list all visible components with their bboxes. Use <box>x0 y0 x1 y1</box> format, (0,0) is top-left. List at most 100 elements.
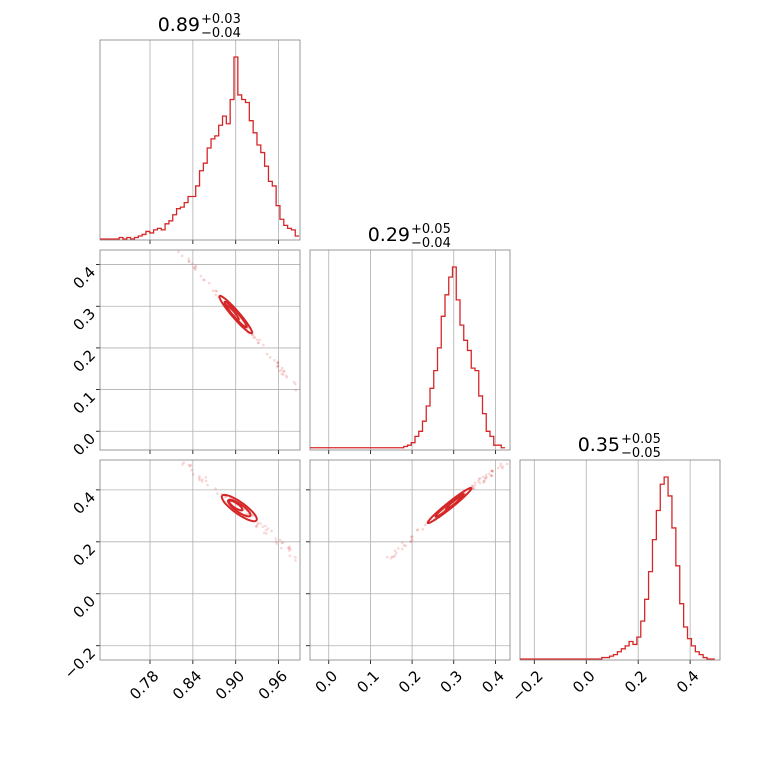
x-tick-label: 0.4 <box>478 667 508 697</box>
sample-point <box>471 486 475 490</box>
pair-panel-1-2: 0.0 0.1 0.2 0.3 0.4 <box>306 459 511 697</box>
sample-point <box>289 547 292 551</box>
sample-point <box>294 559 297 562</box>
sample-point <box>280 541 284 545</box>
sample-point <box>487 472 491 475</box>
x-tick-label: 0.1 <box>353 667 383 697</box>
sample-point <box>259 522 262 525</box>
sample-point <box>211 289 215 293</box>
sample-point <box>255 525 258 529</box>
sample-point <box>214 293 218 297</box>
sample-point <box>385 555 389 559</box>
title-param-0: 0.89 <box>158 14 200 36</box>
sample-point <box>268 356 272 359</box>
sample-point <box>253 336 257 339</box>
sample-point <box>389 556 393 560</box>
sample-point <box>182 461 186 464</box>
sample-point <box>273 358 276 362</box>
title-param-2: 0.35 <box>578 434 620 456</box>
sample-point <box>202 278 205 281</box>
sample-point <box>278 538 282 542</box>
sample-point <box>472 487 476 490</box>
sample-point <box>276 361 280 364</box>
contour-level-1 <box>426 486 473 524</box>
sample-point <box>285 376 289 379</box>
sample-point <box>280 372 284 376</box>
x-tick-label: −0.2 <box>508 667 546 705</box>
sample-point <box>478 476 482 480</box>
sample-point <box>478 481 482 485</box>
contour-level-2 <box>223 300 248 329</box>
x-tick-label: 0.2 <box>395 667 425 697</box>
sample-point <box>400 547 404 551</box>
sample-point <box>255 524 258 528</box>
sample-point <box>255 338 259 342</box>
sample-point <box>473 484 477 487</box>
sample-point <box>409 540 413 543</box>
sample-point <box>416 528 419 531</box>
sample-point <box>293 382 297 386</box>
sample-point <box>256 341 260 345</box>
sample-point <box>187 463 191 467</box>
sample-point <box>490 469 494 473</box>
y-tick-label: 0.2 <box>69 346 99 376</box>
y-tick-label: 0.3 <box>69 305 99 335</box>
pair-panel-0-2: 0.78 0.84 0.90 0.96 −0.2 0.0 0.2 0.4 <box>61 459 301 703</box>
sample-point <box>276 364 279 368</box>
sample-point <box>409 540 413 543</box>
title-param-1: 0.29 <box>368 224 410 246</box>
sample-point <box>477 479 480 483</box>
panel-frame <box>309 249 511 451</box>
sample-point <box>203 278 206 282</box>
sample-point <box>207 281 211 285</box>
sample-point <box>423 523 427 527</box>
sample-point <box>397 547 400 550</box>
sample-point <box>199 274 203 278</box>
title-param-0-minus: −0.04 <box>201 26 241 41</box>
sample-point <box>411 538 414 541</box>
sample-point <box>282 369 286 373</box>
sample-point <box>242 508 246 511</box>
panel-frame <box>99 249 301 451</box>
sample-point <box>256 523 259 526</box>
sample-point <box>287 546 291 550</box>
sample-point <box>215 289 219 293</box>
sample-point <box>390 555 394 559</box>
sample-point <box>262 531 266 535</box>
sample-point <box>288 554 292 558</box>
contour-level-2 <box>227 498 252 518</box>
sample-point <box>251 514 255 518</box>
sample-point <box>404 544 408 548</box>
sample-point <box>191 473 195 476</box>
sample-point <box>421 528 425 531</box>
sample-point <box>276 365 279 369</box>
sample-point <box>189 463 193 467</box>
sample-point <box>214 289 217 293</box>
sample-point <box>286 546 290 550</box>
sample-point <box>485 475 488 479</box>
sample-point <box>410 535 414 538</box>
sample-point <box>483 479 486 483</box>
sample-point <box>187 259 191 263</box>
y-tick-label: −0.2 <box>61 644 99 682</box>
sample-point <box>473 481 477 484</box>
sample-point <box>190 262 194 266</box>
sample-point <box>264 528 268 532</box>
sample-point <box>280 366 284 370</box>
y-tick-label: 0.0 <box>69 592 99 622</box>
sample-point <box>193 267 196 270</box>
sample-point <box>482 481 485 484</box>
sample-point <box>282 370 286 374</box>
sample-point <box>395 551 398 555</box>
sample-point <box>274 540 278 543</box>
y-tick-label: 0.4 <box>69 263 99 293</box>
sample-point <box>490 469 494 473</box>
sample-point <box>194 264 198 268</box>
sample-point <box>489 474 493 478</box>
sample-point <box>484 473 488 477</box>
title-param-1-plus: +0.05 <box>411 222 451 237</box>
sample-point <box>204 479 208 483</box>
title-param-2-minus: −0.05 <box>621 446 661 461</box>
sample-point <box>282 373 285 376</box>
x-tick-label: 0.3 <box>437 667 467 697</box>
